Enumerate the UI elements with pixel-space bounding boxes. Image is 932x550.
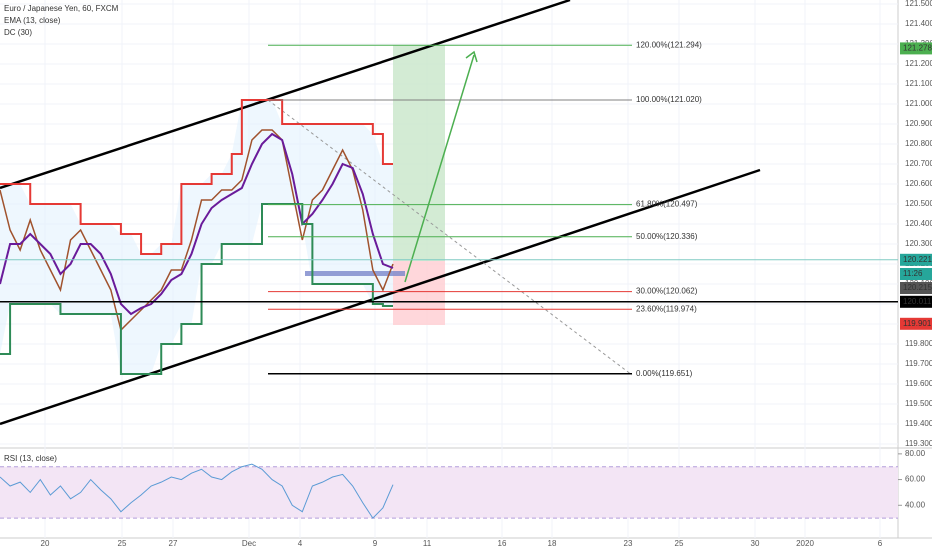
fib-trend-line [267, 99, 633, 376]
y-tick-label: 119.500 [905, 399, 932, 408]
long-position-profit [393, 45, 445, 261]
y-tick-label: 119.300 [905, 439, 932, 448]
price-label-box [900, 42, 932, 55]
y-tick-label: 120.600 [905, 179, 932, 188]
y-tick-label: 121.000 [905, 99, 932, 108]
price-label-box [900, 268, 932, 280]
price-label: 120.011 [903, 297, 932, 306]
x-tick-label: 20 [41, 539, 50, 548]
price-label-box [900, 317, 932, 330]
legend: Euro / Japanese Yen, 60, FXCM EMA (13, c… [4, 4, 119, 463]
y-tick-label: 119.800 [905, 339, 932, 348]
price-label-box [900, 295, 932, 308]
fib-label: 61.80%(120.497) [636, 200, 698, 209]
long-position-loss [393, 261, 445, 325]
channel-line [0, 0, 571, 190]
x-tick-label: 30 [751, 539, 760, 548]
price-label-box [900, 282, 932, 294]
fib-label: 120.00%(121.294) [636, 40, 702, 49]
legend-item: DC (30) [4, 28, 32, 37]
price-label: 121.278 [903, 44, 932, 53]
fib-label: 100.00%(121.020) [636, 95, 702, 104]
y-tick-label: 119.400 [905, 419, 932, 428]
rsi-tick-label: 80.00 [905, 449, 926, 458]
y-tick-label: 119.700 [905, 359, 932, 368]
y-tick-label: 119.600 [905, 379, 932, 388]
y-tick-label: 120.500 [905, 199, 932, 208]
range-box [305, 271, 405, 276]
rsi-title: RSI (13, close) [4, 454, 57, 463]
x-tick-label: 2020 [796, 539, 814, 548]
series-line [0, 203, 393, 375]
price-label: 120.215 [903, 283, 932, 292]
x-tick-label: 18 [548, 539, 557, 548]
x-tick-label: Dec [242, 539, 256, 548]
price-label: 11:26 [903, 269, 923, 278]
x-tick-label: 6 [878, 539, 883, 548]
projection-arrow [404, 54, 475, 283]
y-tick-label: 120.700 [905, 159, 932, 168]
fib-label: 23.60%(119.974) [636, 304, 697, 313]
y-tick-label: 121.100 [905, 79, 932, 88]
arrow-head [465, 50, 478, 63]
x-tick-label: 9 [373, 539, 378, 548]
fib-label: 0.00%(119.651) [636, 369, 693, 378]
x-tick-label: 25 [118, 539, 127, 548]
x-tick-label: 16 [498, 539, 507, 548]
y-tick-label: 121.500 [905, 0, 932, 8]
x-tick-label: 23 [624, 539, 633, 548]
x-tick-label: 4 [298, 539, 303, 548]
y-tick-label: 120.300 [905, 239, 932, 248]
legend-item: EMA (13, close) [4, 16, 61, 25]
rsi-line [0, 463, 394, 519]
rsi-tick-label: 60.00 [905, 475, 926, 484]
x-tick-label: 27 [169, 539, 178, 548]
y-tick-label: 121.200 [905, 59, 932, 68]
price-label-box [900, 253, 932, 266]
rsi-tick-label: 40.00 [905, 500, 926, 509]
legend-title: Euro / Japanese Yen, 60, FXCM [4, 4, 119, 13]
price-label: 119.901 [903, 319, 932, 328]
x-tick-label: 11 [423, 539, 432, 548]
fib-label: 50.00%(120.336) [636, 232, 698, 241]
y-tick-label: 120.400 [905, 219, 932, 228]
fib-label: 30.00%(120.062) [636, 287, 698, 296]
price-label: 120.221 [903, 255, 932, 264]
y-tick-label: 120.800 [905, 139, 932, 148]
series-line [0, 129, 394, 332]
rsi-band [0, 466, 898, 519]
channel-line [0, 168, 761, 426]
series-line [0, 132, 394, 316]
series-line [0, 99, 393, 255]
x-tick-label: 25 [675, 539, 684, 548]
y-tick-label: 120.900 [905, 119, 932, 128]
y-tick-label: 121.400 [905, 19, 932, 28]
